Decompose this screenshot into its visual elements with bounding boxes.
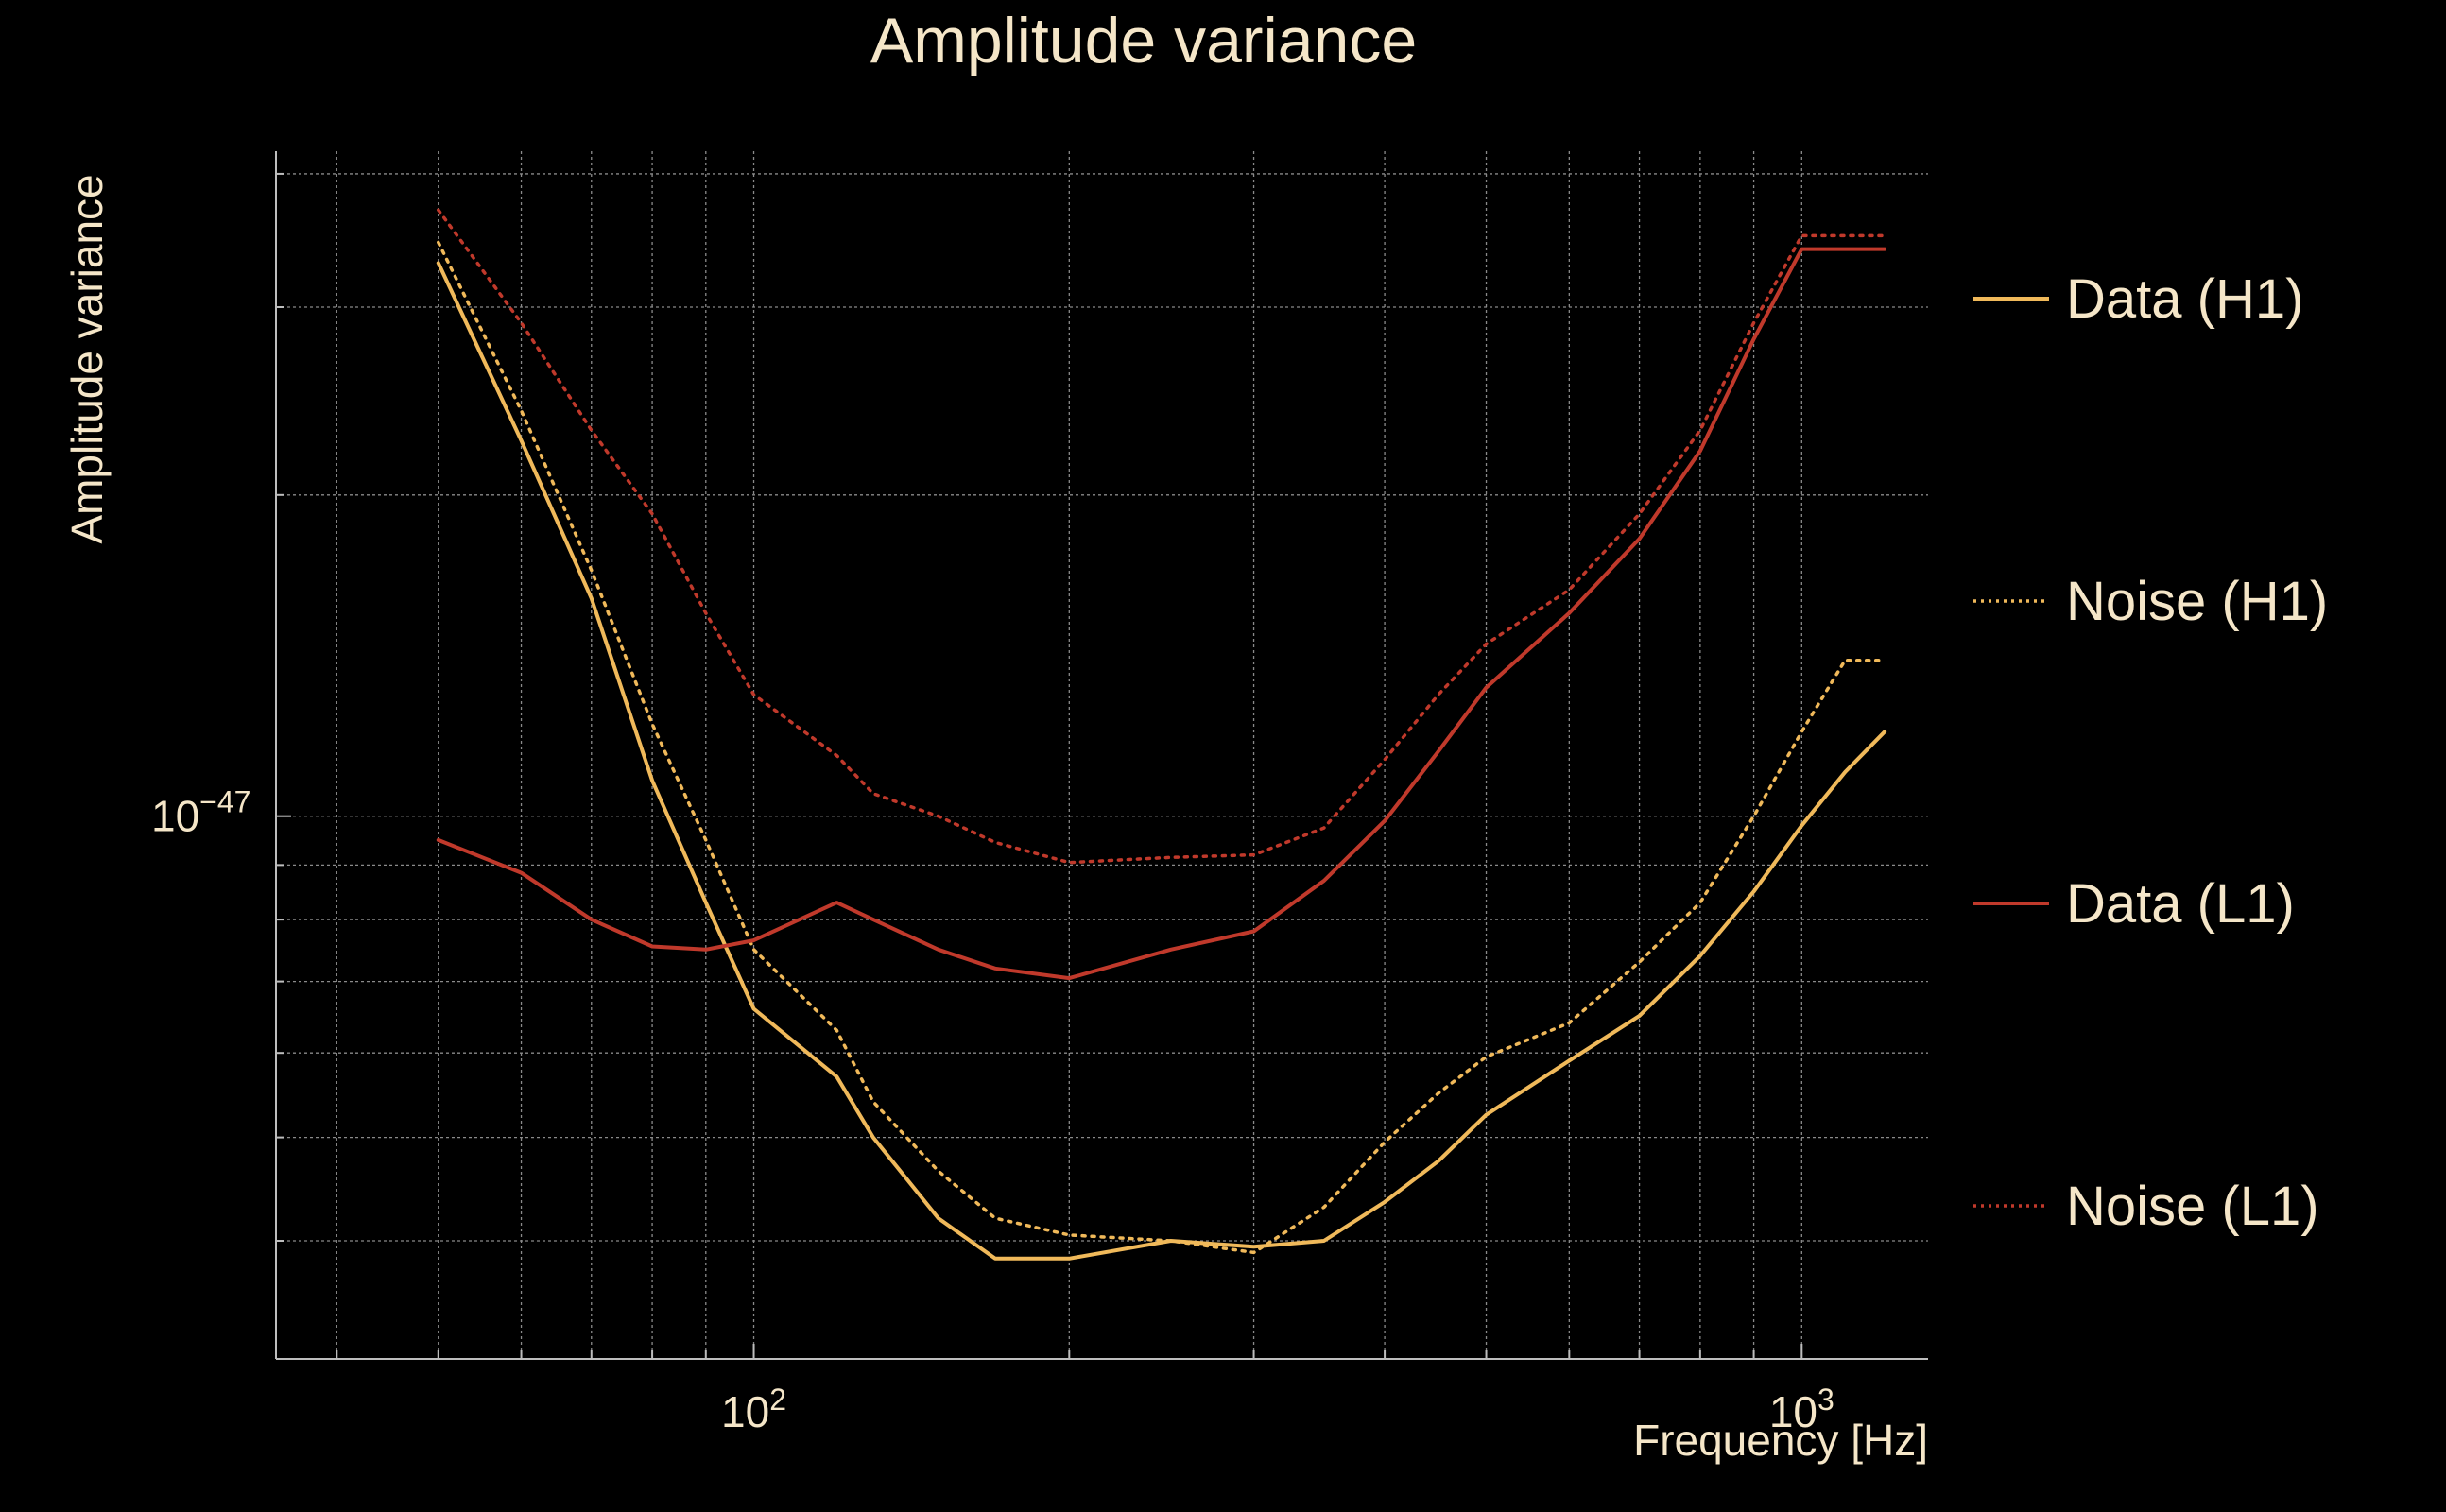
x-axis-label: Frequency [Hz] <box>1633 1416 1928 1465</box>
y-axis-label: Amplitude variance <box>62 174 112 543</box>
x-tick-label: 102 <box>721 1383 786 1436</box>
axes: 102 103 10−47 <box>151 151 1928 1436</box>
legend: Data (H1) Noise (H1) Data (L1) Noise (L1) <box>1973 268 2328 1237</box>
x-tick-label: 103 <box>1769 1383 1834 1436</box>
legend-label-data-h1: Data (H1) <box>2066 268 2303 330</box>
series-lines <box>436 208 1887 1261</box>
legend-label-data-l1: Data (L1) <box>2066 873 2295 935</box>
y-tick-label: 10−47 <box>151 785 250 841</box>
chart-title: Amplitude variance <box>870 5 1417 77</box>
series-line-data-l1 <box>436 247 1887 981</box>
grid <box>276 151 1928 1359</box>
legend-label-noise-l1: Noise (L1) <box>2066 1176 2319 1237</box>
series-line-noise-h1 <box>437 240 1886 1255</box>
legend-label-noise-h1: Noise (H1) <box>2066 571 2328 632</box>
series-line-data-h1 <box>436 261 1887 1261</box>
series-line-noise-l1 <box>437 208 1886 865</box>
